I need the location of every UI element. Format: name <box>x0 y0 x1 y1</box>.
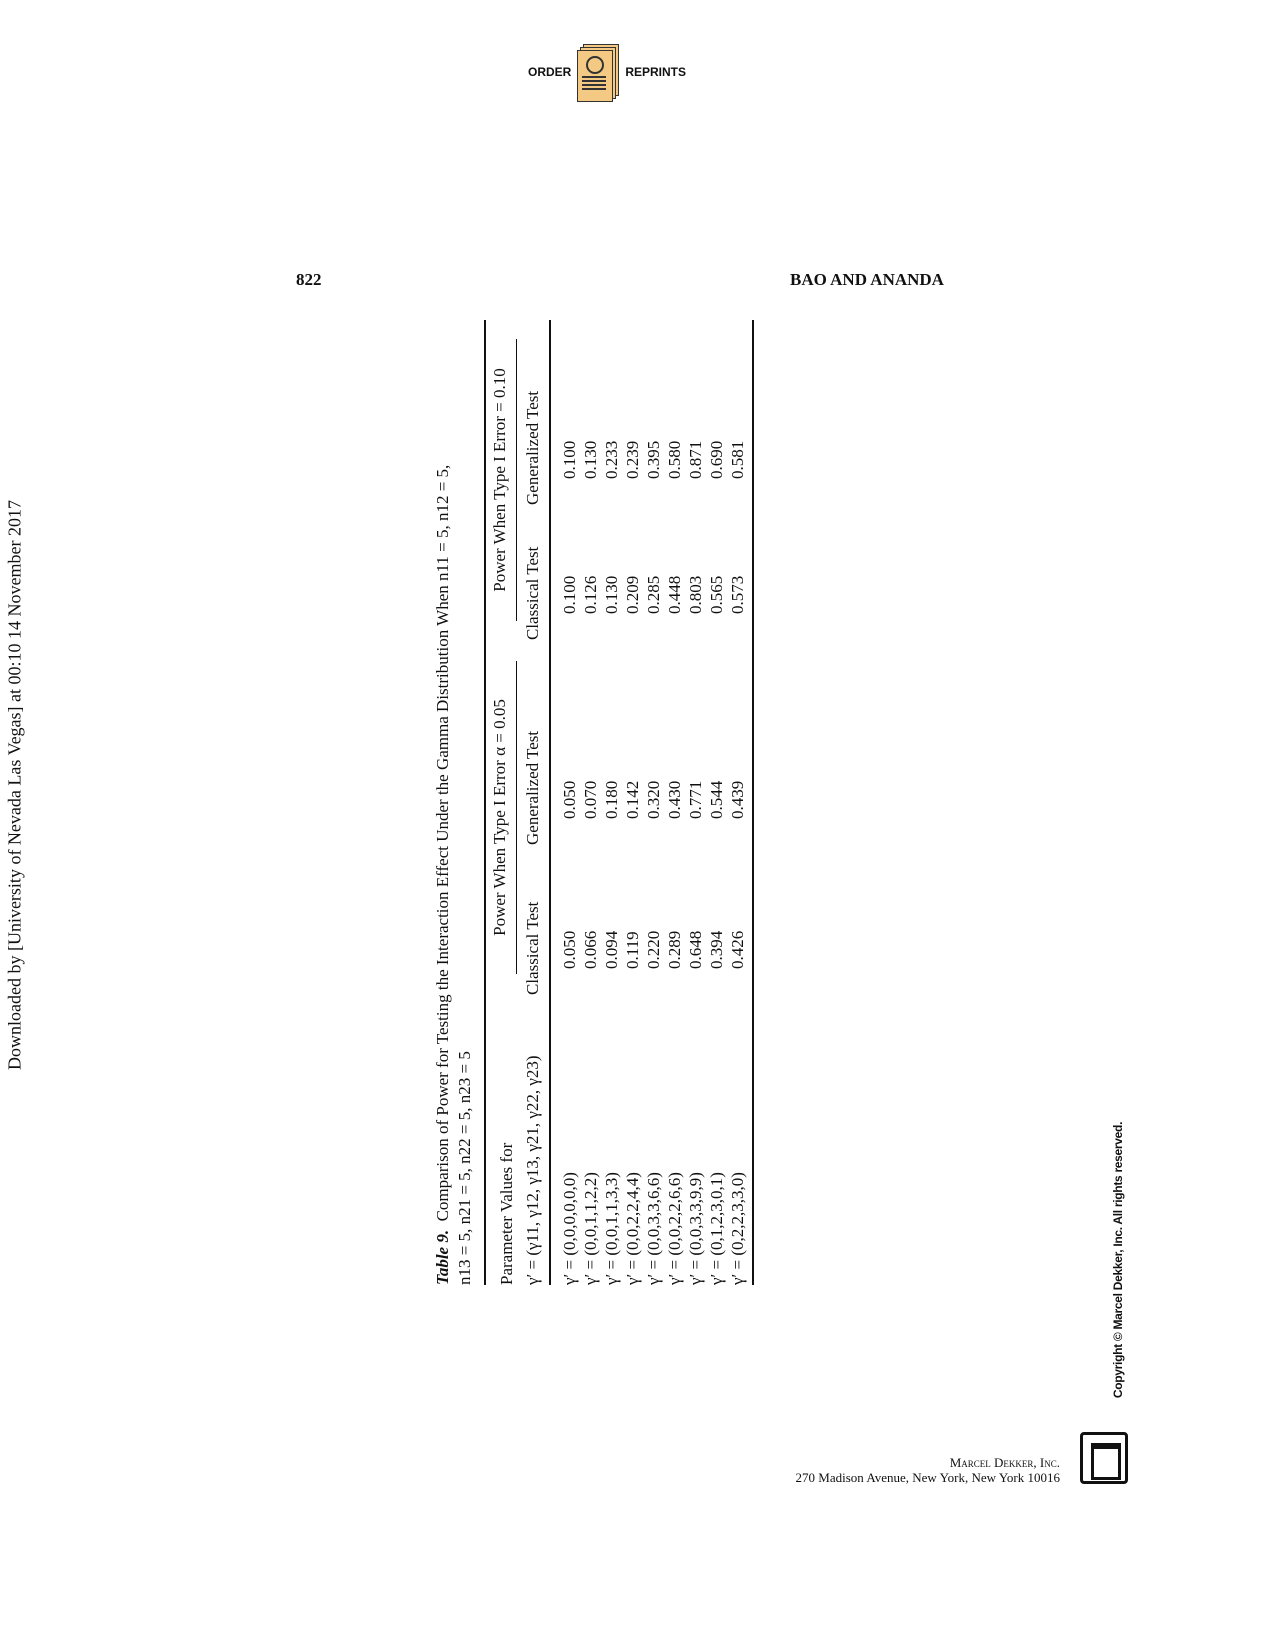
value-cell: 0.803 <box>686 575 705 614</box>
value-cell: 0.130 <box>602 575 621 614</box>
table-row: γ′ = (0,0,3,3,9,9) 0.648 0.771 0.803 0.871 <box>685 320 706 1285</box>
param-cell: γ′ = (0,0,2,2,4,4) <box>623 1172 642 1285</box>
value-cell: 0.426 <box>727 845 753 995</box>
value-cell: 0.050 <box>560 930 579 969</box>
sub-header: Generalized Test <box>519 640 550 845</box>
value-cell: 0.070 <box>581 780 600 819</box>
value-cell: 0.448 <box>665 575 684 614</box>
value-cell: 0.209 <box>623 575 642 614</box>
group-header-005: Power When Type I Error α = 0.05 <box>485 640 519 995</box>
param-cell: γ′ = (0,0,1,1,3,3) <box>602 1172 621 1285</box>
value-cell: 0.289 <box>665 930 684 969</box>
value-cell: 0.581 <box>727 320 753 505</box>
value-cell: 0.130 <box>581 440 600 479</box>
value-cell: 0.648 <box>686 930 705 969</box>
value-cell: 0.119 <box>623 931 642 969</box>
reprints-document-icon <box>577 44 620 102</box>
publisher-info: Marcel Dekker, Inc. 270 Madison Avenue, … <box>760 1455 1060 1485</box>
copyright-note: Copyright © Marcel Dekker, Inc. All righ… <box>1111 1121 1125 1399</box>
value-cell: 0.565 <box>707 575 726 614</box>
value-cell: 0.395 <box>644 440 663 479</box>
group-header-010: Power When Type I Error = 0.10 <box>485 320 519 640</box>
value-cell: 0.439 <box>727 640 753 845</box>
value-cell: 0.771 <box>686 780 705 819</box>
value-cell: 0.544 <box>707 780 726 819</box>
table-row: γ′ = (0,0,0,0,0,0) 0.050 0.050 0.100 0.100 <box>550 320 580 1285</box>
sub-header: Classical Test <box>519 505 550 640</box>
value-cell: 0.126 <box>581 575 600 614</box>
value-cell: 0.394 <box>707 930 726 969</box>
value-cell: 0.180 <box>602 780 621 819</box>
rotated-table: Table 9. Comparison of Power for Testing… <box>430 320 775 1285</box>
value-cell: 0.573 <box>727 505 753 640</box>
param-cell: γ′ = (0,0,0,0,0,0) <box>560 1172 579 1285</box>
value-cell: 0.430 <box>665 780 684 819</box>
table-caption: Table 9. Comparison of Power for Testing… <box>432 320 476 1285</box>
publisher-address: 270 Madison Avenue, New York, New York 1… <box>795 1470 1060 1485</box>
value-cell: 0.871 <box>686 440 705 479</box>
param-cell: γ′ = (0,0,3,3,6,6) <box>644 1172 663 1285</box>
value-cell: 0.142 <box>623 780 642 819</box>
value-cell: 0.580 <box>665 440 684 479</box>
value-cell: 0.066 <box>581 930 600 969</box>
value-cell: 0.094 <box>602 930 621 969</box>
value-cell: 0.320 <box>644 780 663 819</box>
param-header-1: Parameter Values for <box>485 995 519 1285</box>
sub-header: Generalized Test <box>519 320 550 505</box>
publisher-logo-icon <box>1080 1432 1128 1484</box>
param-header-2: γ′ = (γ11, γ12, γ13, γ21, γ22, γ23) <box>519 995 550 1285</box>
table-label: Table 9. <box>433 1229 452 1285</box>
table-row: γ′ = (0,2,2,3,3,0) 0.426 0.439 0.573 0.581 <box>727 320 753 1285</box>
table-row: γ′ = (0,1,2,3,0,1) 0.394 0.544 0.565 0.690 <box>706 320 727 1285</box>
param-cell: γ′ = (0,0,3,3,9,9) <box>686 1172 705 1285</box>
publisher-name: Marcel Dekker, Inc. <box>949 1455 1060 1470</box>
reprints-label: REPRINTS <box>625 65 687 79</box>
value-cell: 0.233 <box>602 440 621 479</box>
value-cell: 0.220 <box>644 930 663 969</box>
order-label: ORDER <box>528 65 572 79</box>
value-cell: 0.100 <box>560 440 579 479</box>
order-reprints-button[interactable]: ORDER REPRINTS <box>528 42 686 102</box>
param-cell: γ′ = (0,0,1,1,2,2) <box>581 1172 600 1285</box>
running-head: BAO AND ANANDA <box>790 270 944 289</box>
table-row: γ′ = (0,0,1,1,2,2) 0.066 0.070 0.126 0.130 <box>580 320 601 1285</box>
param-cell: γ′ = (0,1,2,3,0,1) <box>707 1172 726 1285</box>
table-row: γ′ = (0,0,1,1,3,3) 0.094 0.180 0.130 0.233 <box>601 320 622 1285</box>
caption-line-1: Comparison of Power for Testing the Inte… <box>433 464 452 1222</box>
table-row: γ′ = (0,0,2,2,6,6) 0.289 0.430 0.448 0.580 <box>664 320 685 1285</box>
value-cell: 0.285 <box>644 575 663 614</box>
caption-line-2: n13 = 5, n21 = 5, n22 = 5, n23 = 5 <box>455 1051 474 1285</box>
value-cell: 0.239 <box>623 440 642 479</box>
page-number: 822 <box>296 270 322 289</box>
table-row: γ′ = (0,0,2,2,4,4) 0.119 0.142 0.209 0.239 <box>622 320 643 1285</box>
value-cell: 0.050 <box>560 780 579 819</box>
sub-header: Classical Test <box>519 845 550 995</box>
download-note: Downloaded by [University of Nevada Las … <box>4 499 25 1071</box>
value-cell: 0.690 <box>707 440 726 479</box>
param-cell: γ′ = (0,0,2,2,6,6) <box>665 1172 684 1285</box>
power-table: Parameter Values for Power When Type I E… <box>484 320 754 1285</box>
param-cell: γ′ = (0,2,2,3,3,0) <box>727 995 753 1285</box>
table-row: γ′ = (0,0,3,3,6,6) 0.220 0.320 0.285 0.395 <box>643 320 664 1285</box>
value-cell: 0.100 <box>560 575 579 614</box>
